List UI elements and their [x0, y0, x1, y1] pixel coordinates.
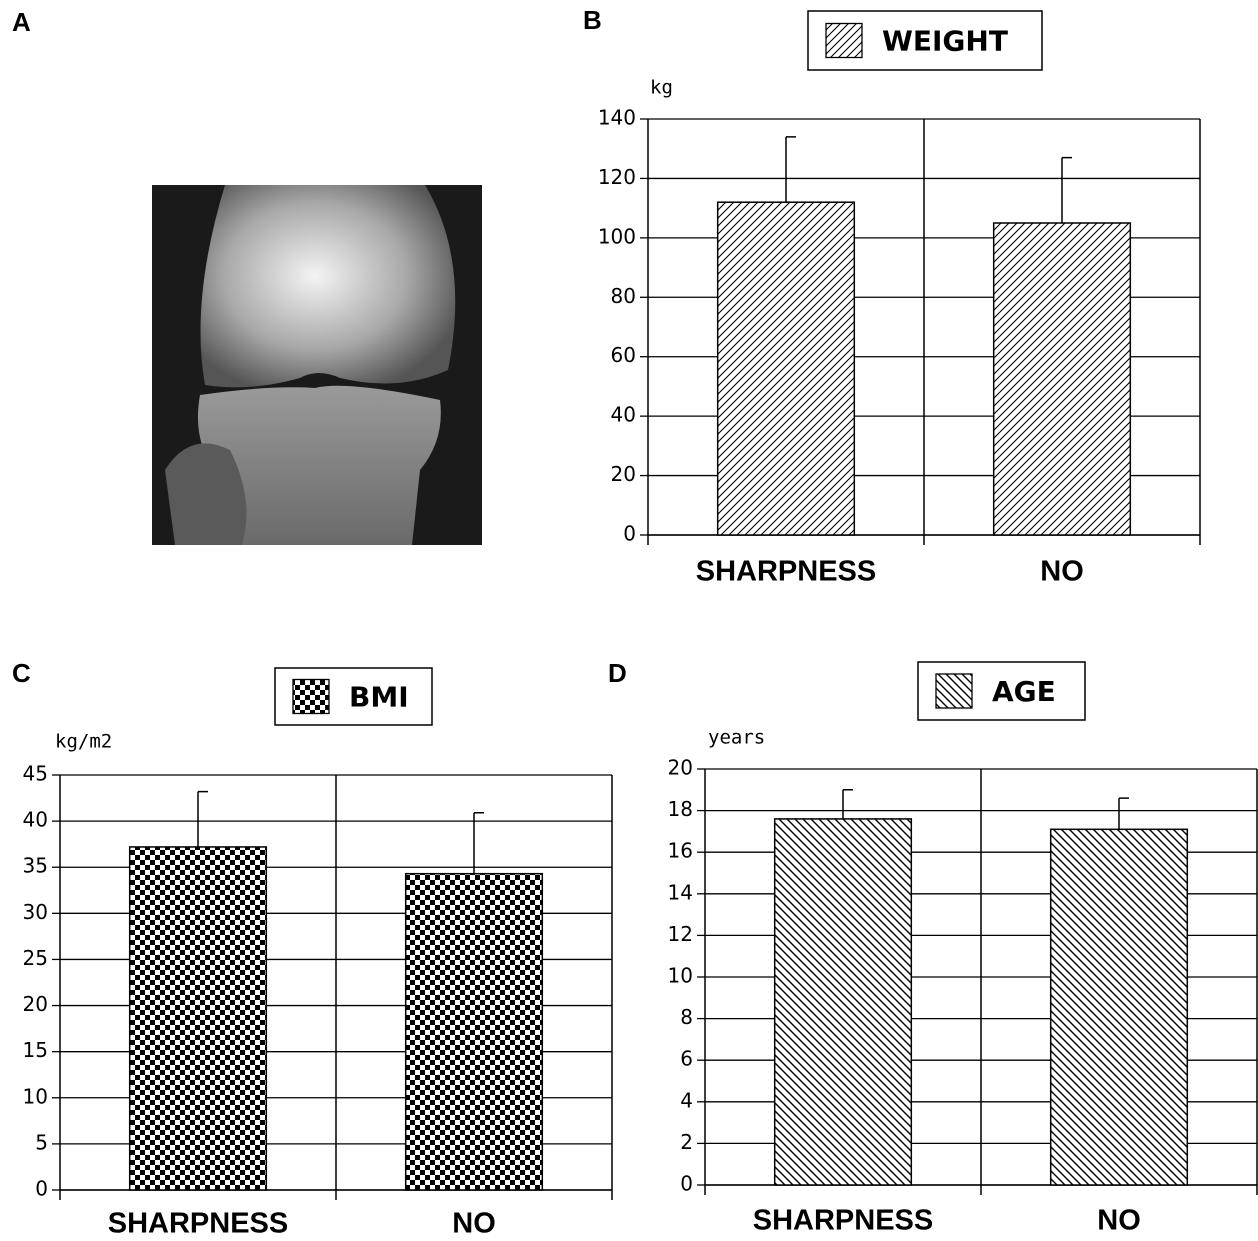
legend-swatch: [936, 674, 972, 708]
legend-label: BMI: [349, 681, 409, 714]
y-tick-label: 0: [35, 1177, 48, 1201]
y-axis-unit: kg: [650, 77, 673, 99]
x-tick-label: SHARPNESS: [753, 1205, 934, 1237]
y-tick-label: 4: [680, 1088, 693, 1112]
x-tick-label: NO: [452, 1208, 496, 1240]
legend-swatch: [826, 24, 862, 58]
y-tick-label: 15: [23, 1038, 48, 1062]
y-tick-label: 45: [23, 762, 48, 786]
panel-label: C: [12, 658, 31, 688]
legend-swatch: [293, 680, 329, 714]
y-tick-label: 0: [680, 1172, 693, 1196]
y-tick-label: 2: [680, 1130, 693, 1154]
y-tick-label: 40: [611, 403, 636, 427]
bar: [718, 202, 855, 535]
y-tick-label: 0: [623, 522, 636, 546]
panel-label: A: [12, 7, 31, 37]
y-tick-label: 40: [23, 808, 48, 832]
legend-label: WEIGHT: [882, 25, 1008, 58]
y-tick-label: 30: [23, 900, 48, 924]
error-bar: [1119, 798, 1129, 829]
y-tick-label: 10: [668, 964, 693, 988]
y-tick-label: 20: [611, 462, 636, 486]
y-tick-label: 5: [35, 1130, 48, 1154]
x-tick-label: SHARPNESS: [696, 556, 877, 588]
error-bar: [1062, 158, 1072, 223]
y-tick-label: 6: [680, 1047, 693, 1071]
legend-label: AGE: [992, 675, 1056, 708]
error-bar: [198, 792, 208, 847]
x-tick-label: NO: [1097, 1205, 1141, 1237]
bar: [775, 819, 912, 1185]
y-tick-label: 18: [668, 797, 693, 821]
xray-image: [152, 185, 482, 545]
error-bar: [786, 137, 796, 202]
y-tick-label: 140: [598, 106, 636, 130]
y-tick-label: 60: [611, 343, 636, 367]
y-tick-label: 12: [668, 922, 693, 946]
x-tick-label: SHARPNESS: [108, 1208, 289, 1240]
x-tick-label: NO: [1040, 556, 1084, 588]
y-tick-label: 8: [680, 1005, 693, 1029]
y-tick-label: 80: [611, 284, 636, 308]
y-tick-label: 10: [23, 1084, 48, 1108]
error-bar: [843, 790, 853, 819]
y-tick-label: 20: [668, 756, 693, 780]
y-tick-label: 25: [23, 946, 48, 970]
panel-label: B: [583, 5, 602, 35]
figure: A Bkg020406080100120140WEIGHTSHARPNESSNO…: [0, 0, 1258, 1241]
y-tick-label: 14: [668, 880, 693, 904]
y-tick-label: 20: [23, 992, 48, 1016]
bar: [130, 847, 267, 1190]
bar: [994, 223, 1131, 535]
bar: [1051, 829, 1188, 1185]
bar: [406, 874, 543, 1190]
y-tick-label: 35: [23, 854, 48, 878]
y-tick-label: 16: [668, 839, 693, 863]
y-tick-label: 100: [598, 224, 636, 248]
y-axis-unit: kg/m2: [55, 731, 112, 753]
error-bar: [474, 813, 484, 874]
y-axis-unit: years: [708, 727, 765, 749]
panel-label: D: [608, 658, 627, 688]
y-tick-label: 120: [598, 165, 636, 189]
